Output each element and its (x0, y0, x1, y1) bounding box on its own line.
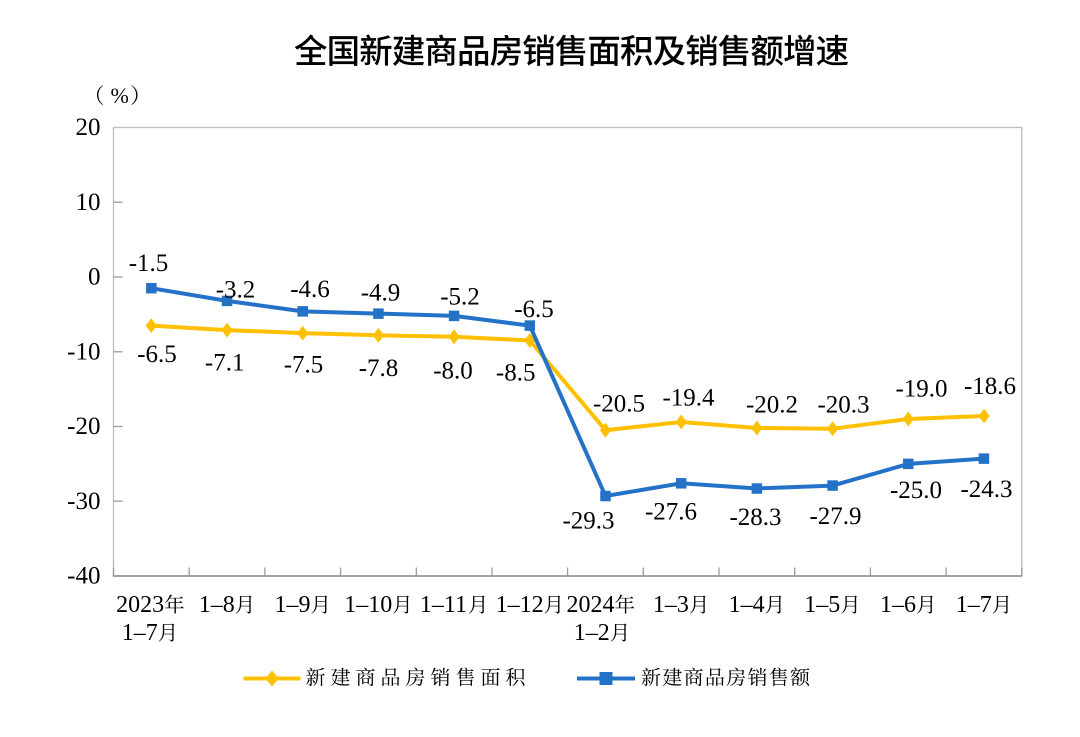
svg-text:2024: 2024 (567, 592, 615, 618)
svg-text:-20.3: -20.3 (817, 392, 869, 419)
svg-text:-4.6: -4.6 (290, 276, 330, 303)
svg-text:-7.5: -7.5 (284, 352, 324, 379)
svg-text:-24.3: -24.3 (960, 476, 1012, 503)
svg-text:-20.5: -20.5 (593, 391, 645, 418)
svg-text:-19.4: -19.4 (662, 385, 715, 412)
svg-text:1–7: 1–7 (122, 620, 158, 646)
svg-text:1–4: 1–4 (729, 592, 765, 618)
svg-text:1–6: 1–6 (880, 592, 916, 618)
svg-text:-19.0: -19.0 (895, 376, 947, 403)
svg-text:1–3: 1–3 (653, 592, 689, 618)
svg-text:-27.9: -27.9 (809, 503, 861, 530)
svg-text:1–5: 1–5 (804, 592, 840, 618)
svg-text:-5.2: -5.2 (440, 284, 480, 311)
svg-text:-8.0: -8.0 (433, 358, 473, 385)
svg-text:-4.9: -4.9 (361, 280, 401, 307)
svg-text:-29.3: -29.3 (562, 508, 614, 535)
svg-text:-6.5: -6.5 (137, 341, 177, 368)
svg-text:-10: -10 (67, 338, 100, 365)
svg-text:1–10: 1–10 (344, 592, 392, 618)
svg-text:-6.5: -6.5 (514, 296, 554, 323)
svg-text:-7.8: -7.8 (359, 355, 399, 382)
svg-text:-1.5: -1.5 (129, 250, 169, 277)
svg-text:-3.2: -3.2 (216, 277, 256, 304)
svg-text:-8.5: -8.5 (496, 360, 536, 387)
svg-text:-28.3: -28.3 (729, 504, 781, 531)
svg-text:1–9: 1–9 (275, 592, 311, 618)
svg-text:0: 0 (88, 264, 101, 291)
svg-text:2023: 2023 (116, 592, 164, 618)
svg-text:1–8: 1–8 (199, 592, 235, 618)
svg-text:1–7: 1–7 (956, 592, 992, 618)
svg-text:1–11: 1–11 (420, 592, 467, 618)
svg-text:1–2: 1–2 (574, 620, 610, 646)
svg-text:-20: -20 (67, 413, 100, 440)
svg-text:1–12: 1–12 (496, 592, 544, 618)
svg-text:-20.2: -20.2 (746, 392, 798, 419)
svg-text:10: 10 (76, 189, 101, 216)
svg-text:-25.0: -25.0 (890, 477, 942, 504)
svg-text:-18.6: -18.6 (964, 373, 1016, 400)
svg-text:%: % (111, 83, 129, 108)
svg-text:-27.6: -27.6 (645, 499, 697, 526)
svg-text:-7.1: -7.1 (205, 350, 245, 377)
svg-text:-30: -30 (67, 488, 100, 515)
svg-text:20: 20 (76, 114, 101, 141)
svg-text:-40: -40 (67, 563, 100, 590)
